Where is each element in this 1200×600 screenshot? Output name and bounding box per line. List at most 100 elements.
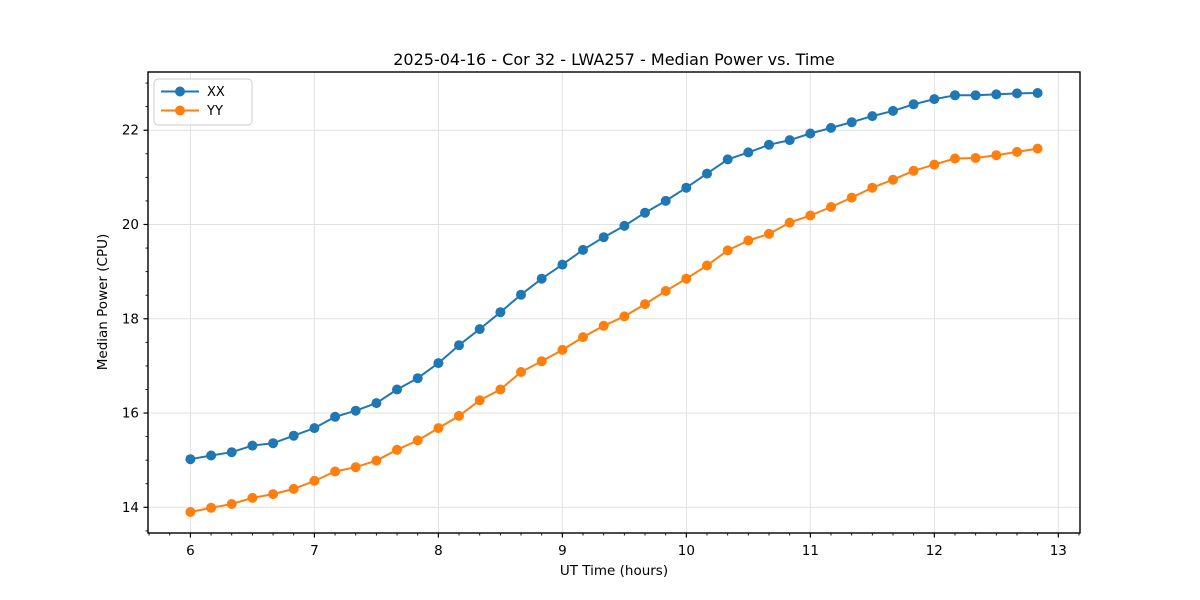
series-marker-YY (474, 395, 485, 406)
series-marker-XX (309, 423, 320, 434)
series-marker-YY (309, 475, 320, 486)
legend-label-XX: XX (207, 85, 225, 100)
series-marker-YY (764, 228, 774, 239)
series-marker-XX (433, 358, 444, 369)
series-marker-XX (247, 440, 258, 451)
series-marker-YY (867, 182, 878, 193)
y-axis-label: Median Power (CPU) (95, 234, 111, 370)
series-marker-YY (640, 299, 650, 310)
plot-frame (147, 71, 1081, 534)
series-marker-XX (226, 447, 237, 458)
series-marker-YY (330, 466, 341, 477)
series-line-YY (189, 147, 1039, 513)
series-marker-XX (970, 90, 981, 101)
series-line-XX (189, 92, 1039, 461)
series-marker-YY (433, 423, 444, 434)
series-marker-YY (226, 499, 237, 509)
series-marker-YY (598, 320, 609, 331)
series-marker-XX (826, 122, 836, 133)
series-marker-XX (743, 147, 754, 158)
series-marker-YY (784, 217, 795, 228)
y-tick-label: 18 (122, 311, 139, 327)
x-tick-label: 11 (802, 543, 819, 559)
series-marker-YY (350, 462, 361, 473)
series-marker-YY (991, 150, 1002, 161)
x-axis-label: UT Time (hours) (560, 563, 668, 579)
series-marker-YY (1012, 146, 1022, 157)
series-marker-YY (722, 245, 733, 256)
series-marker-YY (619, 311, 630, 322)
legend: XX YY (153, 78, 253, 126)
series-marker-XX (805, 128, 816, 139)
legend-box (153, 78, 253, 126)
series-marker-YY (888, 174, 898, 185)
x-tick-label: 9 (558, 543, 567, 559)
legend-marker-sample (175, 86, 185, 97)
series-marker-XX (330, 411, 341, 422)
series-marker-XX (888, 105, 898, 116)
series-marker-YY (929, 159, 940, 170)
series-marker-YY (805, 210, 816, 221)
series-marker-YY (412, 435, 423, 446)
data-series (185, 88, 1043, 517)
x-tick-label: 13 (1050, 543, 1067, 559)
series-marker-XX (516, 289, 526, 300)
series-marker-XX (764, 139, 774, 150)
series-marker-XX (350, 405, 361, 416)
series-marker-YY (371, 455, 382, 466)
series-marker-YY (702, 260, 712, 271)
series-marker-YY (557, 344, 568, 355)
series-marker-XX (722, 154, 733, 165)
series-marker-YY (908, 165, 919, 176)
series-marker-YY (660, 286, 671, 296)
series-marker-YY (578, 332, 588, 343)
series-marker-YY (268, 489, 279, 500)
series-marker-YY (454, 410, 464, 421)
series-marker-XX (681, 182, 692, 193)
series-marker-XX (619, 220, 630, 231)
series-marker-YY (1032, 143, 1043, 154)
series-marker-YY (846, 192, 857, 203)
series-marker-XX (412, 373, 423, 384)
series-marker-YY (826, 202, 836, 212)
series-marker-XX (640, 207, 650, 218)
series-marker-XX (288, 430, 299, 441)
series-marker-YY (950, 153, 960, 164)
x-tick-label: 12 (926, 543, 943, 559)
y-tick-label: 14 (122, 500, 139, 516)
series-marker-XX (536, 273, 547, 284)
x-tick-label: 7 (310, 543, 319, 559)
series-marker-XX (1012, 88, 1022, 99)
series-marker-XX (557, 259, 568, 270)
series-marker-XX (495, 307, 506, 318)
axis-ticks: 6 7 8 9 10 11 12 13 14 16 18 20 22 (122, 82, 1080, 559)
series-marker-XX (867, 111, 878, 122)
series-marker-YY (206, 502, 217, 513)
y-tick-label: 20 (122, 217, 139, 233)
series-marker-XX (578, 244, 588, 255)
series-marker-YY (185, 507, 196, 517)
series-marker-XX (392, 384, 402, 395)
series-marker-YY (970, 153, 981, 163)
series-marker-XX (454, 340, 464, 351)
series-marker-XX (268, 438, 279, 449)
legend-label-YY: YY (206, 104, 223, 119)
series-marker-YY (247, 492, 258, 503)
y-tick-label: 16 (122, 406, 139, 422)
series-marker-XX (929, 94, 940, 105)
chart-title: 2025-04-16 - Cor 32 - LWA257 - Median Po… (393, 50, 835, 69)
x-tick-label: 10 (678, 543, 695, 559)
series-marker-XX (660, 195, 671, 206)
series-marker-YY (681, 273, 692, 284)
x-tick-label: 6 (186, 543, 195, 559)
series-marker-XX (206, 450, 217, 461)
series-marker-XX (474, 324, 485, 335)
series-marker-XX (185, 454, 196, 465)
series-marker-XX (950, 90, 960, 101)
series-marker-YY (536, 356, 547, 367)
grid (148, 72, 1080, 533)
series-marker-YY (392, 444, 402, 455)
series-marker-YY (516, 367, 526, 377)
